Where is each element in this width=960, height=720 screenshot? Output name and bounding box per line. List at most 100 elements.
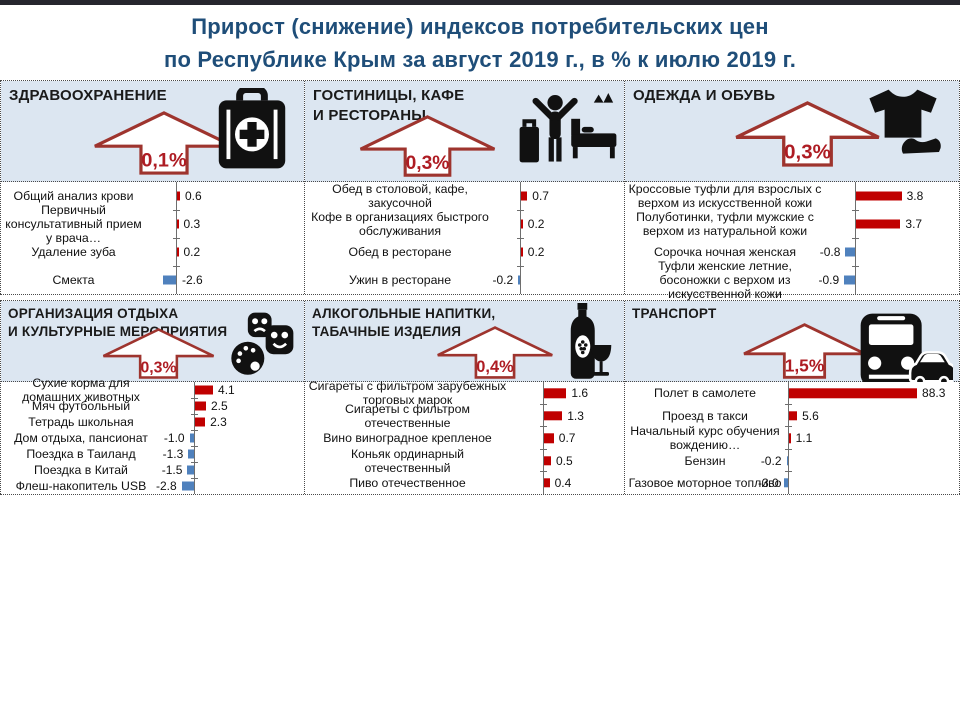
bar-chart-alcohol: Сигареты с фильтром зарубежных торговых … [305, 379, 624, 495]
chart-row: Сигареты с фильтром отечественные 1.3 [305, 402, 624, 430]
value-axis [788, 382, 789, 495]
increase-arrow: 0,3% [102, 328, 215, 379]
bar-positive [856, 219, 901, 229]
bar-positive [544, 433, 554, 443]
axis-tick [785, 426, 792, 428]
chart-row: Бензин -0.2 [625, 448, 959, 471]
section-alcohol-tobacco: АЛКОГОЛЬНЫЕ НАПИТКИ, ТАБАЧНЫЕ ИЗДЕЛИЯ 0,… [305, 301, 625, 495]
chart-row: Смекта -2.6 [1, 265, 304, 294]
value-label: -1.3 [162, 447, 184, 462]
top-strip-divider [0, 0, 960, 5]
category-label: Общий анализ крови [13, 189, 134, 203]
bar-negative [189, 433, 194, 443]
value-label: 1.6 [571, 386, 589, 401]
value-label: 88.3 [922, 386, 946, 401]
chart-row: Туфли женские летние, босоножки с верхом… [625, 259, 959, 301]
axis-tick [191, 445, 198, 447]
change-percent: 0,3% [140, 359, 176, 376]
page-title-line2: по Республике Крым за август 2019 г., в … [163, 46, 797, 72]
page-title-line1: Прирост (снижение) индексов потребительс… [191, 13, 769, 39]
value-label: 0.5 [556, 453, 573, 468]
chart-row: Общий анализ крови 0.6 [1, 182, 304, 210]
bar-positive [195, 385, 214, 395]
category-label: Обед в столовой, кафе, закусочной [332, 182, 468, 211]
chart-row: Мяч футбольный 2.5 [1, 397, 304, 414]
axis-tick [540, 471, 547, 473]
chart-row: Поездка в Китай -1.5 [1, 461, 304, 478]
axis-tick [191, 461, 198, 463]
page-title: Прирост (снижение) индексов потребительс… [0, 5, 960, 80]
category-label: Полуботинки, туфли мужские с верхом из н… [636, 210, 814, 239]
chart-row: Поездка в Таиланд -1.3 [1, 445, 304, 462]
bar-positive [544, 388, 567, 399]
bar-negative [181, 481, 194, 491]
value-label: 0.3 [183, 217, 201, 232]
value-label: 3.7 [905, 217, 923, 232]
category-label: Тетрадь школьная [28, 415, 134, 430]
section-hotels-cafes: ГОСТИНИЦЫ, КАФЕ И РЕСТОРАНЫ 0,3% [305, 81, 625, 295]
chart-row: Полет в самолете 88.3 [625, 382, 959, 404]
sections-row-1: ЗДРАВООХРАНЕНИЕ 0,1% Общий анализ крови 0… [0, 80, 960, 301]
value-label: -1.5 [161, 463, 183, 478]
change-percent: 0,3% [406, 153, 450, 174]
value-label: 4.1 [218, 383, 235, 398]
bar-positive [521, 191, 528, 201]
value-label: -0.2 [760, 453, 782, 468]
section-header-healthcare: ЗДРАВООХРАНЕНИЕ 0,1% [1, 81, 304, 182]
section-clothing: ОДЕЖДА И ОБУВЬ 0,3% Кроссовые туфли для … [625, 81, 960, 301]
chart-row: Полуботинки, туфли мужские с верхом из н… [625, 209, 959, 239]
chart-row: Обед в столовой, кафе, закусочной 0.7 [305, 182, 624, 210]
increase-arrow: 0,3% [359, 115, 496, 177]
value-label: -0.9 [818, 273, 840, 288]
value-label: -0.2 [492, 273, 514, 288]
value-label: 0.6 [185, 189, 202, 204]
chart-row: Ужин в ресторане -0.2 [305, 265, 624, 294]
value-label: 3.8 [906, 189, 924, 204]
section-header-clothing: ОДЕЖДА И ОБУВЬ 0,3% [625, 81, 959, 182]
bar-negative [188, 449, 194, 459]
chart-row: Первичный консультативный прием у врача…… [1, 203, 304, 246]
value-label: 5.6 [802, 408, 819, 423]
row-gap [0, 295, 960, 301]
section-header-alcohol: АЛКОГОЛЬНЫЕ НАПИТКИ, ТАБАЧНЫЕ ИЗДЕЛИЯ 0,… [305, 301, 624, 383]
category-label: Коньяк ординарный отечественный [350, 446, 465, 475]
category-label: Дом отдыха, пансионат [14, 431, 148, 446]
chart-row: Сорочка ночная женская -0.8 [625, 237, 959, 266]
bar-positive [789, 388, 918, 399]
bar-negative [187, 465, 194, 475]
increase-arrow: 0,3% [735, 101, 880, 167]
category-label: Полет в самолете [654, 386, 756, 401]
category-label: Первичный консультативный прием у врача… [5, 203, 142, 246]
bar-chart-healthcare: Общий анализ крови 0.6 Первичный консульта… [1, 182, 304, 295]
increase-arrow: 0,4% [437, 326, 553, 379]
chart-row: Пиво отечественное 0.4 [305, 471, 624, 494]
chart-row: Дом отдыха, пансионат -1.0 [1, 429, 304, 446]
first-aid-kit-icon [218, 88, 286, 169]
category-label: Бензин [684, 453, 726, 468]
category-label: Сухие корма для домашних животных [22, 376, 140, 405]
category-label: Вино виноградное крепленое [323, 431, 492, 446]
value-label: -3.0 [757, 476, 779, 491]
bar-negative [163, 275, 176, 285]
value-label: 1.1 [795, 431, 813, 446]
section-title: ЗДРАВООХРАНЕНИЕ [9, 87, 167, 104]
axis-tick [191, 429, 198, 431]
chart-row: Сигареты с фильтром зарубежных торговых … [305, 379, 624, 407]
category-label: Флеш-накопитель USB [15, 479, 147, 494]
value-label: 1.3 [567, 408, 584, 423]
bar-positive [544, 478, 550, 488]
chart-row: Кофе в организациях быстрого обслуживани… [305, 209, 624, 238]
value-label: -0.8 [819, 245, 841, 260]
bar-negative [518, 275, 520, 285]
value-label: -1.0 [163, 431, 185, 446]
axis-tick [852, 237, 859, 239]
category-label: Поездка в Таиланд [26, 447, 136, 462]
value-axis [194, 382, 195, 495]
chart-row: Обед в ресторане 0.2 [305, 237, 624, 266]
section-title: ГОСТИНИЦЫ, КАФЕ И РЕСТОРАНЫ [313, 87, 465, 124]
chart-row: Начальный курс обучения вождению… 1.1 [625, 424, 959, 452]
axis-tick [785, 471, 792, 473]
value-label: -2.8 [156, 479, 177, 494]
chart-row: Кроссовые туфли для взрослых с верхом из… [625, 182, 959, 210]
